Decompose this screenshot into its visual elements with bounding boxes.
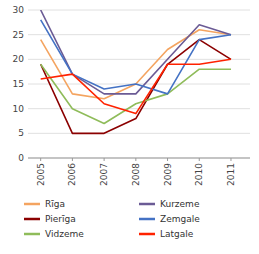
legend-swatch [139,218,155,221]
y-tick-label: 0 [18,153,24,163]
x-tick-label: 2005 [36,163,46,186]
legend-label: Kurzeme [160,199,200,209]
legend-swatch [24,203,40,206]
grid-line [28,158,250,159]
series-line [41,40,231,134]
legend-label: Latgale [160,229,194,239]
y-tick-label: 25 [13,30,24,40]
x-axis-line [28,158,250,159]
x-tick [230,158,231,161]
x-tick [104,158,105,161]
chart: 0 5 10 15 20 25 30 2005 2006 2007 2008 2009 2010 2011… [0,0,259,254]
legend-swatch [24,233,40,236]
y-tick-label: 10 [13,104,25,114]
grid-line [28,10,250,11]
legend-swatch [139,233,155,236]
y-tick-label: 20 [13,54,25,64]
legend-label: Vidzeme [45,229,84,239]
x-tick-label: 2010 [194,163,204,186]
legend-label: Zemgale [160,214,200,224]
x-tick [167,158,168,161]
x-tick-label: 2008 [131,163,141,186]
lines [41,10,231,133]
series-line [41,59,231,113]
x-tick-label: 2006 [67,163,77,186]
x-tick [135,158,136,161]
grid-line [28,34,250,35]
x-tick-label: 2009 [163,163,173,186]
grid-line [28,59,250,60]
y-axis: 0 5 10 15 20 25 30 [13,5,250,163]
legend-label: Pierīga [45,214,76,224]
grid-line [28,133,250,134]
x-tick-label: 2011 [226,163,236,186]
x-axis: 2005 2006 2007 2008 2009 2010 2011 [28,158,250,186]
series-line [41,20,231,94]
y-tick-label: 5 [18,128,24,138]
legend-swatch [139,203,155,206]
series-line [41,10,231,94]
x-tick-label: 2007 [99,163,109,186]
x-tick [72,158,73,161]
legend-label: Rīga [45,199,65,209]
x-tick [199,158,200,161]
y-tick-label: 15 [13,79,24,89]
x-tick [40,158,41,161]
legend-swatch [24,218,40,221]
legend: Rīga Pierīga Vidzeme Kurzeme Zemgale Latgale [24,199,200,239]
y-tick-label: 30 [13,5,25,15]
